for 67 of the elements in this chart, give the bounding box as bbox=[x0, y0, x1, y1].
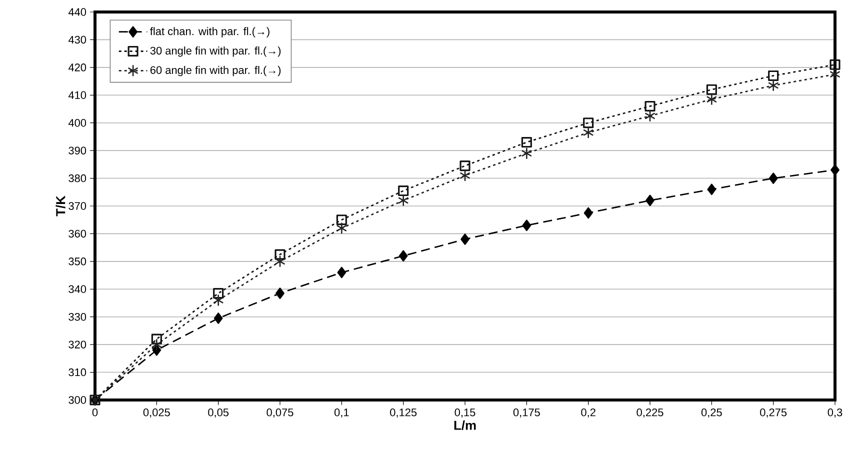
point bbox=[274, 255, 286, 268]
y-tick-label: 400 bbox=[68, 118, 86, 127]
point bbox=[707, 184, 716, 196]
point bbox=[706, 84, 717, 95]
y-tick-label: 340 bbox=[68, 285, 86, 294]
point bbox=[583, 118, 594, 128]
point bbox=[337, 266, 346, 278]
point bbox=[582, 126, 594, 139]
x-tick-label: 0,075 bbox=[266, 408, 294, 418]
y-tick-label: 430 bbox=[68, 36, 86, 44]
y-tick-label: 410 bbox=[68, 91, 86, 100]
y-tick-label: 440 bbox=[68, 8, 86, 16]
point bbox=[768, 70, 779, 82]
point bbox=[214, 312, 223, 324]
x-tick-label: 0,25 bbox=[701, 408, 722, 418]
point bbox=[212, 294, 224, 306]
point bbox=[151, 338, 162, 351]
point bbox=[768, 172, 778, 184]
x-tick-label: 0,125 bbox=[390, 408, 417, 418]
point bbox=[768, 79, 779, 92]
point bbox=[398, 185, 409, 196]
legend-label: 60 angle fin with par. fl.(→) bbox=[150, 66, 281, 76]
point bbox=[336, 214, 347, 226]
legend-label: 30 angle fin with par. fl.(→) bbox=[150, 46, 281, 57]
point bbox=[398, 250, 408, 262]
point bbox=[398, 194, 409, 207]
x-tick-label: 0 bbox=[92, 408, 98, 416]
y-tick-label: 370 bbox=[68, 202, 86, 210]
point bbox=[276, 288, 284, 299]
point bbox=[213, 288, 224, 299]
point bbox=[830, 68, 840, 80]
point bbox=[522, 220, 532, 232]
y-tick-label: 380 bbox=[68, 174, 86, 182]
y-tick-label: 390 bbox=[68, 146, 86, 154]
x-tick-label: 0,3 bbox=[828, 408, 842, 418]
y-tick-label: 420 bbox=[68, 64, 86, 72]
x-tick-label: 0,15 bbox=[454, 408, 476, 418]
x-axis-title: L/m bbox=[454, 420, 476, 430]
point bbox=[644, 100, 656, 112]
point bbox=[151, 334, 162, 344]
y-tick-label: 310 bbox=[68, 368, 86, 376]
point bbox=[336, 222, 348, 234]
point bbox=[646, 194, 654, 206]
x-tick-label: 0,025 bbox=[143, 408, 170, 418]
point bbox=[274, 249, 286, 260]
legend-label: flat chan. with par. fl.(→) bbox=[150, 27, 270, 38]
x-tick-label: 0,175 bbox=[513, 408, 540, 418]
point bbox=[584, 207, 593, 219]
point bbox=[460, 234, 470, 245]
x-tick-label: 0,1 bbox=[334, 408, 349, 418]
point bbox=[460, 169, 470, 182]
y-axis-title: T/K bbox=[56, 196, 66, 216]
point bbox=[521, 136, 532, 148]
x-tick-label: 0,2 bbox=[581, 408, 596, 418]
point bbox=[460, 160, 470, 172]
y-tick-label: 350 bbox=[68, 258, 86, 266]
point bbox=[706, 93, 718, 106]
point bbox=[830, 59, 840, 70]
point bbox=[521, 147, 532, 160]
y-tick-label: 300 bbox=[68, 396, 86, 404]
x-tick-label: 0,275 bbox=[760, 408, 787, 418]
point bbox=[644, 110, 656, 122]
x-tick-label: 0,05 bbox=[208, 408, 229, 418]
x-tick-label: 0,225 bbox=[636, 408, 664, 418]
y-tick-label: 330 bbox=[68, 312, 86, 321]
y-tick-label: 320 bbox=[68, 340, 86, 348]
y-tick-label: 360 bbox=[68, 230, 86, 238]
